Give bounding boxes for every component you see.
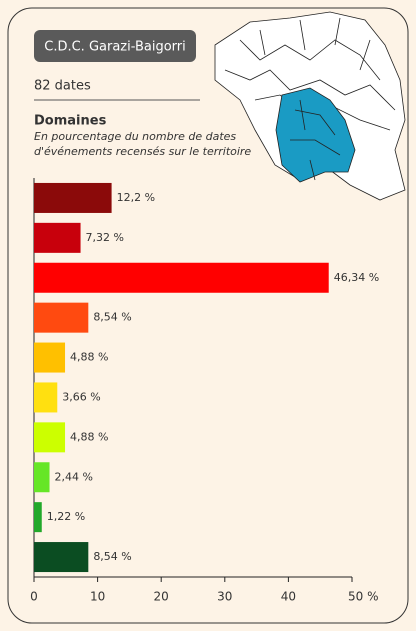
bar bbox=[34, 302, 89, 333]
value-label: 1,22 % bbox=[47, 510, 85, 523]
heading: Domaines bbox=[34, 114, 107, 129]
map bbox=[214, 11, 406, 201]
value-label: 4,88 % bbox=[70, 430, 108, 443]
value-label: 4,88 % bbox=[70, 351, 108, 364]
value-label: 8,54 % bbox=[93, 311, 131, 324]
value-label: 12,2 % bbox=[117, 191, 155, 204]
value-label: 2,44 % bbox=[55, 470, 93, 483]
x-tick-label: 0 bbox=[30, 590, 38, 604]
bar bbox=[34, 542, 89, 573]
x-tick-label: 10 bbox=[90, 590, 105, 604]
description: d'événements recensés sur le territoire bbox=[34, 145, 251, 158]
value-label: 8,54 % bbox=[93, 550, 131, 563]
x-tick-label: 20 bbox=[154, 590, 169, 604]
description: En pourcentage du nombre de dates bbox=[34, 130, 236, 143]
value-label: 3,66 % bbox=[62, 390, 100, 403]
value-label: 7,32 % bbox=[86, 231, 124, 244]
x-tick-label: 30 bbox=[217, 590, 232, 604]
x-tick-label: 50 % bbox=[348, 590, 379, 604]
bar bbox=[34, 462, 50, 493]
bar bbox=[34, 262, 329, 293]
bar bbox=[34, 422, 66, 453]
title: C.D.C. Garazi-Baigorri bbox=[44, 40, 185, 55]
x-tick-label: 40 bbox=[281, 590, 296, 604]
bar bbox=[34, 182, 112, 213]
bar bbox=[34, 342, 66, 373]
bar bbox=[34, 222, 81, 253]
bar bbox=[34, 502, 42, 533]
value-label: 46,34 % bbox=[334, 271, 379, 284]
bar bbox=[34, 382, 58, 413]
subtitle: 82 dates bbox=[34, 79, 91, 94]
title-box bbox=[34, 30, 196, 62]
